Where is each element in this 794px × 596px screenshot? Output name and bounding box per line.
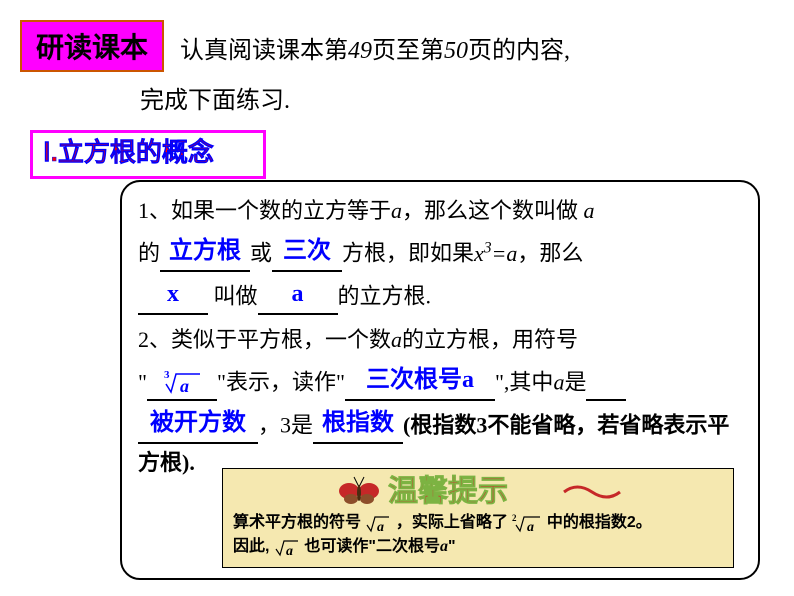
tip-l2a: 因此,: [233, 538, 269, 555]
q1-mid4: ，那么: [517, 241, 583, 266]
tip-l2c: ": [448, 538, 456, 555]
intro-line-1: 认真阅读课本第49页至第50页的内容,: [180, 30, 570, 65]
q1-a2: a: [584, 198, 595, 223]
q1-a: a: [391, 198, 402, 223]
q1-fill1: 立方根: [169, 238, 241, 264]
section-title: Ⅰ.立方根的概念: [30, 130, 266, 179]
intro-text-1a: 认真阅读课本第: [180, 38, 348, 64]
intro-text-1b: 页至第: [372, 38, 444, 64]
q1-fill2: 三次: [283, 238, 331, 264]
q2-a: a: [391, 327, 402, 352]
q1-eq: x3=a: [474, 241, 517, 266]
tip-text: 算术平方根的符号 a ，实际上省略了 2a 中的根指数2。 因此, a 也可读作…: [233, 511, 723, 559]
q1-mid5: 叫做: [208, 284, 258, 309]
svg-text:2: 2: [512, 513, 517, 523]
sqrt2-a: 2a: [512, 513, 542, 533]
q1-lead: 1、如果一个数的立方等于: [138, 198, 391, 223]
question-1: 1、如果一个数的立方等于a，那么这个数叫做 a 的立方根或三次方根，即如果x3=…: [138, 192, 742, 315]
tip-l1c: 中的根指数2。: [547, 514, 652, 531]
tip-a: a: [440, 538, 448, 555]
svg-text:a: a: [377, 520, 384, 533]
svg-text:a: a: [286, 544, 293, 557]
q2-fill4: 根指数: [322, 410, 394, 436]
q2-lead: 2、类似于平方根，一个数: [138, 327, 391, 352]
tip-l1a: 算术平方根的符号: [233, 514, 361, 531]
question-2: 2、类似于平方根，一个数a的立方根，用符号 " 3 a "表示，读作"三次根号a…: [138, 321, 742, 481]
q2-quote1: ": [138, 370, 147, 395]
page-49: 49: [348, 38, 372, 64]
q1-mid3: 方根，即如果: [342, 241, 474, 266]
content-box: 1、如果一个数的立方等于a，那么这个数叫做 a 的立方根或三次方根，即如果x3=…: [120, 180, 760, 580]
tip-l2b: 也可读作"二次根号: [304, 538, 440, 555]
q2-mid4: 是: [564, 370, 586, 395]
q2-fill-root: 3 a: [162, 367, 202, 393]
tip-l1b: ，实际上省略了: [396, 514, 508, 531]
q1-line2-start: 的: [138, 241, 160, 266]
tip-title: 温馨提示: [388, 473, 558, 511]
q1-fill4: a: [292, 281, 304, 307]
q2-a2: a: [553, 370, 564, 395]
q2-mid5: ，3是: [258, 413, 313, 438]
study-badge: 研读课本: [20, 20, 164, 72]
q2-mid3: ",其中: [495, 370, 553, 395]
sqrt-a-1: a: [365, 513, 391, 533]
intro-text-1c: 页的内容,: [468, 38, 570, 64]
svg-text:3: 3: [164, 369, 170, 381]
butterfly-icon: [334, 473, 384, 511]
svg-text:a: a: [527, 520, 534, 533]
q1-mid2: 或: [250, 241, 272, 266]
page-50: 50: [444, 38, 468, 64]
tip-box: 温馨提示 算术平方根的符号 a ，实际上省略了 2a 中的根指数2。 因此, a…: [222, 468, 734, 568]
section-title-text: Ⅰ.立方根的概念: [43, 137, 214, 167]
q2-fill3: 被开方数: [150, 410, 246, 436]
q2-fill2: 三次根号a: [366, 367, 474, 393]
tip-header: 温馨提示: [233, 473, 723, 511]
svg-text:温馨提示: 温馨提示: [388, 475, 508, 508]
sqrt-a-2: a: [274, 537, 300, 557]
q2-mid1: 的立方根，用符号: [402, 327, 578, 352]
intro-line-2: 完成下面练习.: [140, 80, 290, 115]
q1-mid1: ，那么这个数叫做: [402, 198, 584, 223]
svg-text:a: a: [180, 376, 189, 396]
swirl-icon: [562, 482, 622, 502]
q2-mid2: "表示，读作": [217, 370, 345, 395]
q1-mid6: 的立方根.: [338, 284, 432, 309]
q1-fill3: x: [167, 281, 179, 307]
